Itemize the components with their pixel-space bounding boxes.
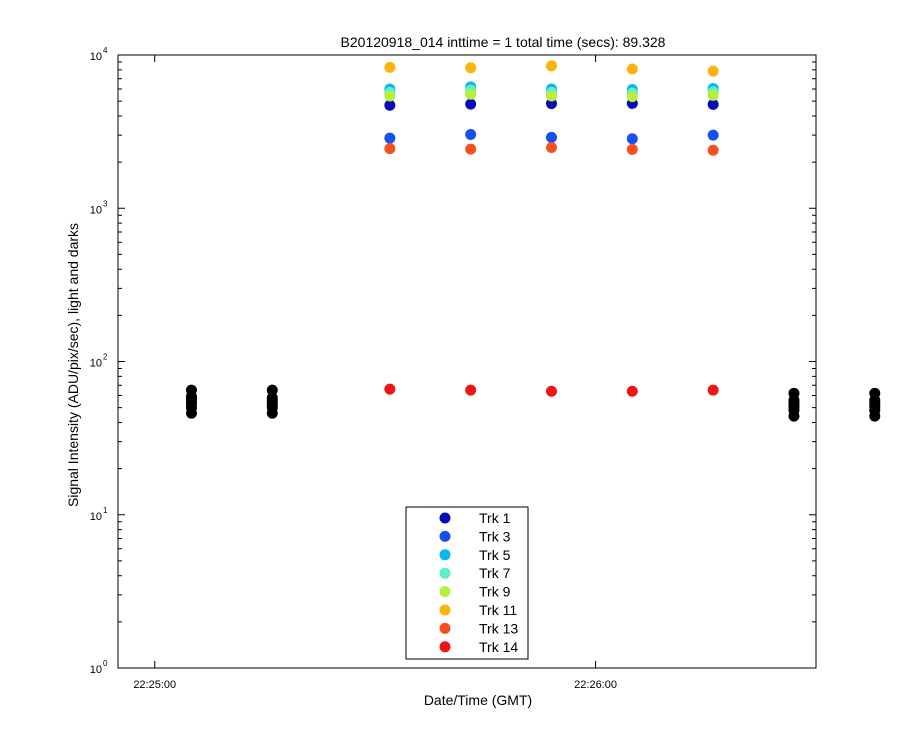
data-point — [545, 131, 557, 143]
y-tick-label: 10 — [90, 51, 102, 63]
data-point — [545, 60, 557, 72]
y-tick-exponent: 4 — [103, 46, 108, 55]
legend-marker — [439, 622, 451, 634]
legend-label: Trk 3 — [479, 528, 511, 544]
x-tick-label: 22:25:00 — [133, 679, 176, 691]
y-tick-exponent: 1 — [103, 506, 108, 515]
series-trk-3 — [384, 128, 719, 145]
data-point — [626, 63, 638, 75]
data-point — [384, 99, 396, 111]
data-point — [465, 88, 477, 100]
data-point — [626, 143, 638, 155]
legend-marker — [439, 567, 451, 579]
data-point — [545, 98, 557, 110]
data-point — [707, 144, 719, 156]
x-tick-label: 22:26:00 — [574, 679, 617, 691]
legend-marker — [439, 549, 451, 561]
chart-title: B20120918_014 inttime = 1 total time (se… — [341, 34, 666, 50]
dark-points — [185, 384, 881, 422]
dark-point — [266, 392, 278, 404]
legend-label: Trk 1 — [479, 510, 511, 526]
data-point — [465, 98, 477, 110]
data-point — [465, 143, 477, 155]
legend-marker — [439, 512, 451, 524]
legend-marker — [439, 586, 451, 598]
legend-marker — [439, 641, 451, 653]
data-point — [626, 385, 638, 397]
data-point — [545, 385, 557, 397]
data-point — [465, 128, 477, 140]
legend-label: Trk 14 — [479, 639, 518, 655]
data-point — [384, 61, 396, 73]
data-point — [707, 89, 719, 101]
data-point — [707, 384, 719, 396]
data-point — [707, 129, 719, 141]
y-tick-label: 10 — [90, 204, 102, 216]
series-trk-11 — [384, 60, 719, 77]
legend-marker — [439, 604, 451, 616]
y-axis-title: Signal Intensity (ADU/pix/sec), light an… — [65, 223, 81, 507]
legend-label: Trk 5 — [479, 547, 511, 563]
data-point — [465, 384, 477, 396]
data-point — [545, 142, 557, 154]
y-tick-label: 10 — [90, 358, 102, 370]
legend-box — [405, 506, 529, 660]
y-tick-exponent: 2 — [103, 353, 108, 362]
y-tick-label: 10 — [90, 664, 102, 676]
series-trk-1 — [384, 97, 719, 111]
legend-label: Trk 11 — [479, 602, 517, 618]
series-trk-9 — [384, 88, 719, 103]
series-trk-13 — [384, 142, 719, 156]
x-axis-title: Date/Time (GMT) — [424, 692, 532, 708]
data-point — [707, 98, 719, 110]
dark-point — [869, 387, 881, 399]
legend: Trk 1 Trk 3 Trk 5 Trk 7 Trk 9 Trk 11 Trk 13 Trk… — [405, 506, 529, 660]
y-tick-label: 10 — [90, 511, 102, 523]
data-point — [384, 90, 396, 102]
legend-label: Trk 9 — [479, 584, 511, 600]
y-tick-exponent: 0 — [103, 659, 108, 668]
series-points — [384, 60, 719, 397]
legend-label: Trk 13 — [479, 620, 518, 636]
data-point — [384, 383, 396, 395]
x-axis: 22:25:00 22:26:00 — [133, 55, 617, 691]
data-point — [707, 65, 719, 77]
data-point — [626, 91, 638, 103]
dark-point — [185, 384, 197, 396]
dark-point — [788, 387, 800, 399]
data-point — [384, 143, 396, 155]
data-point — [384, 132, 396, 144]
dark-point — [266, 384, 278, 396]
series-trk-14 — [384, 383, 719, 397]
data-point — [545, 90, 557, 102]
y-tick-exponent: 3 — [103, 199, 108, 208]
data-point — [626, 133, 638, 145]
legend-label: Trk 7 — [479, 565, 511, 581]
data-point — [465, 62, 477, 74]
legend-marker — [439, 530, 451, 542]
